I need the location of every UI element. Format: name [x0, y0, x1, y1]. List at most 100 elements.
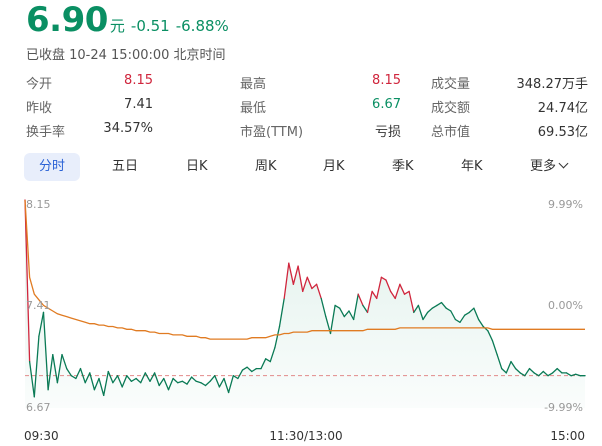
y-tick-left-high: 8.15: [26, 198, 51, 211]
price-line-segment: [24, 199, 31, 363]
price-line-segment: [408, 290, 415, 314]
stats-row: 昨收 7.41 最低 6.67 成交额 24.74亿: [26, 94, 588, 118]
y-tick-right-low: -9.99%: [544, 401, 583, 414]
stat-value-volume: 348.27万手: [516, 76, 589, 92]
price-unit: 元: [109, 17, 125, 35]
price-line-segment: [454, 318, 461, 323]
stat-label-high: 最高: [240, 76, 267, 92]
price-line-segment: [302, 276, 308, 293]
price-line-segment: [482, 325, 489, 332]
x-tick-close: 15:00: [550, 429, 585, 443]
price-line-segment: [42, 311, 49, 391]
tab-five-day[interactable]: 五日: [112, 159, 139, 174]
price-area-fill: [25, 200, 585, 408]
price-line-segment: [311, 283, 318, 290]
price-line-segment: [75, 367, 82, 380]
price-line-segment: [251, 367, 258, 373]
price-line-segment: [422, 311, 429, 321]
price-line-segment: [551, 367, 558, 374]
price-line-segment: [575, 373, 582, 377]
price-line-segment: [514, 367, 521, 374]
price-line-segment: [130, 377, 137, 382]
price-line-segment: [163, 377, 170, 391]
price-line-segment: [93, 377, 100, 391]
price-line-segment: [547, 372, 554, 377]
price-line-segment: [487, 330, 494, 342]
price-line-segment: [376, 276, 383, 300]
price-line-segment: [431, 304, 438, 309]
price-line-segment: [167, 377, 174, 391]
price-line-segment: [84, 372, 91, 384]
price-line-segment: [339, 307, 345, 318]
stat-label-volume: 成交量: [431, 76, 471, 92]
y-tick-left-low: 6.67: [26, 401, 51, 414]
price-line-segment: [181, 380, 188, 385]
price-line-segment: [195, 380, 202, 384]
price-line-segment: [445, 307, 452, 312]
price-line-segment: [366, 290, 373, 314]
tab-quarterly-k[interactable]: 季K: [392, 159, 414, 174]
price-line-segment: [200, 382, 207, 387]
price-line-segment: [177, 380, 184, 384]
price-line-segment: [542, 370, 549, 377]
price-line-segment: [218, 377, 225, 388]
price-change: -0.51: [130, 17, 170, 35]
price-line-segment: [232, 375, 239, 380]
price-line-segment: [140, 372, 146, 384]
stat-value-open: 8.15: [124, 72, 153, 88]
tab-monthly-k[interactable]: 月K: [323, 159, 345, 174]
stat-value-pe-ttm: 亏损: [374, 124, 401, 140]
price-line-segment: [292, 265, 299, 285]
price-line-segment: [265, 358, 271, 363]
price-line-segment: [362, 304, 369, 314]
price-line-segment: [158, 377, 165, 387]
price-line-segment: [103, 370, 109, 397]
y-tick-right-mid: 0.00%: [548, 299, 583, 312]
price-line-segment: [413, 304, 420, 314]
price-line-segment: [565, 372, 572, 377]
x-tick-open: 09:30: [24, 429, 59, 443]
price-line-segment: [223, 377, 230, 394]
price-line-segment: [491, 339, 498, 356]
intraday-chart[interactable]: 8.15 7.41 6.67 9.99% 0.00% -9.99% 09:30 …: [0, 186, 602, 446]
stats-row: 换手率 34.57% 市盈(TTM) 亏损 总市值 69.53亿: [26, 118, 588, 142]
tab-more-label: 更多: [530, 159, 557, 174]
price-line-segment: [352, 293, 359, 321]
tab-weekly-k[interactable]: 周K: [255, 159, 277, 174]
price-line-segment: [556, 367, 563, 374]
price-line-segment: [417, 304, 424, 321]
stat-value-turnover-rate: 34.57%: [103, 120, 153, 136]
price-line-segment: [126, 375, 133, 382]
price-line-segment: [260, 358, 267, 370]
price-line-segment: [385, 279, 392, 293]
stat-label-open: 今开: [26, 76, 53, 92]
price-line-segment: [274, 325, 281, 349]
price-line-segment: [144, 372, 151, 382]
current-price: 6.90: [26, 0, 108, 40]
stats-row: 今开 8.15 最高 8.15 成交量 348.27万手: [26, 70, 588, 94]
tab-more[interactable]: 更多: [530, 153, 569, 181]
price-line-segment: [496, 353, 503, 370]
stat-value-high: 8.15: [372, 72, 401, 88]
stat-label-turnover: 成交额: [431, 100, 471, 116]
price-line-segment: [149, 372, 156, 382]
price-line-segment: [269, 346, 276, 363]
price-line-segment: [116, 375, 123, 388]
price-line-segment: [403, 290, 410, 295]
y-tick-right-high: 9.99%: [548, 198, 583, 211]
tab-intraday[interactable]: 分时: [24, 153, 80, 181]
stat-value-market-cap: 69.53亿: [537, 124, 588, 140]
chevron-down-icon: [558, 158, 569, 169]
price-line-segment: [52, 353, 59, 384]
price-line-segment: [505, 360, 512, 374]
price-line-segment: [227, 375, 234, 394]
price-line-segment: [320, 297, 327, 318]
price-line-segment: [214, 375, 221, 388]
tab-yearly-k[interactable]: 年K: [461, 159, 483, 174]
price-line-segment: [209, 375, 216, 382]
tab-daily-k[interactable]: 日K: [186, 159, 208, 174]
market-status: 已收盘 10-24 15:00:00 北京时间: [26, 48, 226, 63]
price-line-segment: [153, 372, 160, 387]
price-line-segment: [38, 311, 45, 337]
price-line-segment: [464, 311, 470, 316]
